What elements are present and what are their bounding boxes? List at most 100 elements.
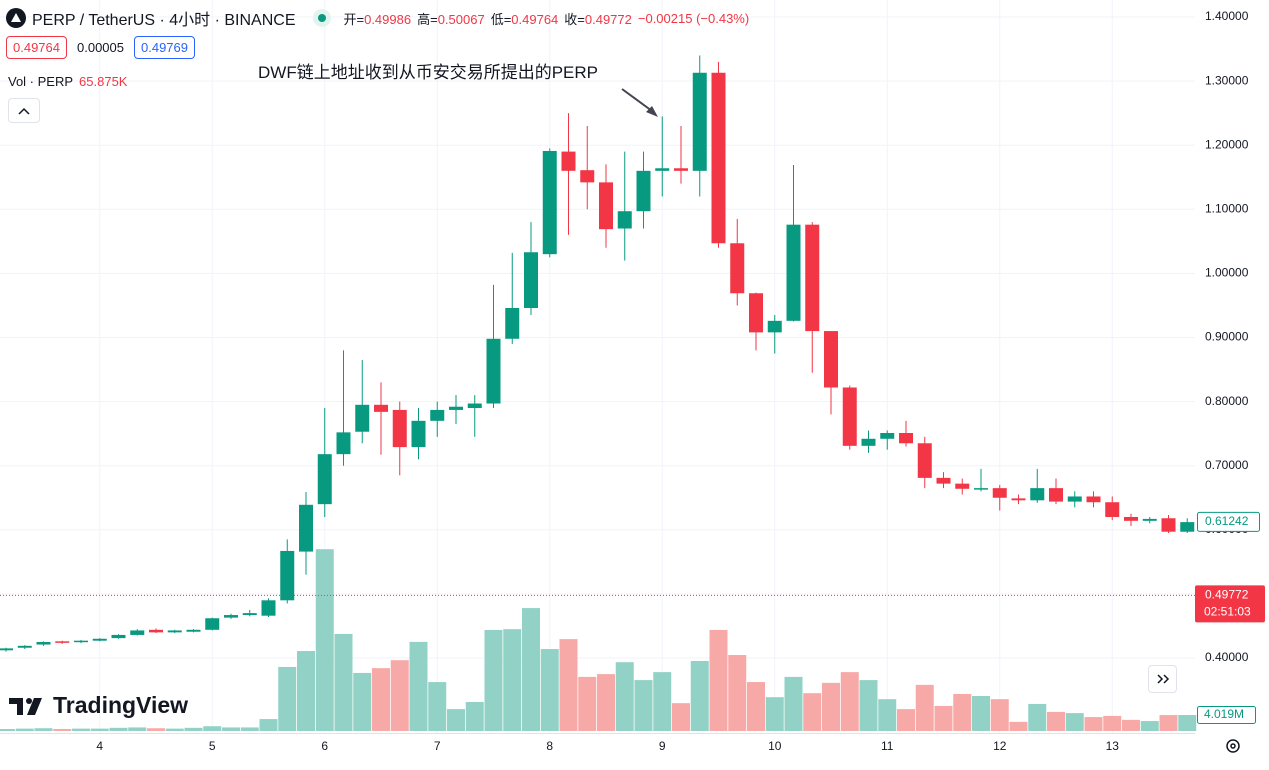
scroll-to-end-button[interactable] bbox=[1148, 665, 1177, 693]
candle-body bbox=[711, 72, 726, 244]
candle-body bbox=[786, 224, 801, 321]
spread: 0.00005 bbox=[77, 40, 124, 55]
candle-body bbox=[617, 211, 632, 229]
volume-row: Vol · PERP 65.875K bbox=[8, 74, 127, 89]
last-price-box bbox=[1197, 511, 1260, 532]
volume-bar bbox=[1178, 715, 1197, 731]
ask[interactable]: 0.49769 bbox=[134, 36, 195, 59]
volume-bar bbox=[53, 729, 72, 731]
volume-value: 65.875K bbox=[79, 74, 128, 89]
candle-body bbox=[880, 433, 895, 439]
annotation-arrow bbox=[621, 88, 653, 112]
volume-bar bbox=[15, 728, 34, 731]
candle-body bbox=[561, 151, 576, 171]
candle-body bbox=[692, 72, 707, 171]
chevron-up[interactable] bbox=[18, 107, 30, 115]
volume-bar bbox=[784, 676, 803, 731]
volume-bar bbox=[747, 682, 765, 731]
y-tick-label: 1.00000 bbox=[1205, 266, 1249, 280]
candle-body bbox=[861, 438, 876, 446]
ohlc-value: 0.49772 bbox=[584, 11, 632, 27]
ohlc-value: 0.50067 bbox=[437, 11, 485, 27]
candle-body bbox=[449, 406, 463, 410]
candle-body bbox=[917, 443, 932, 478]
candle-body bbox=[1105, 502, 1120, 517]
volume-bar bbox=[259, 719, 278, 731]
y-tick-label: 1.30000 bbox=[1205, 73, 1249, 87]
grid bbox=[0, 0, 1195, 733]
candle-body bbox=[1180, 522, 1195, 532]
candle-body bbox=[955, 483, 970, 489]
volume-bar bbox=[540, 649, 559, 731]
volume-bar bbox=[278, 666, 297, 731]
settings-icon[interactable] bbox=[1226, 739, 1240, 753]
double-chevron-path[interactable] bbox=[1156, 674, 1169, 684]
candle-body bbox=[730, 243, 745, 294]
volume-bar bbox=[728, 655, 747, 731]
volume-bar bbox=[390, 660, 409, 731]
settings-ring[interactable] bbox=[1226, 739, 1240, 753]
last-volume-label: 4.019M bbox=[1204, 707, 1244, 721]
y-tick-label: 0.80000 bbox=[1205, 394, 1249, 408]
candle-body bbox=[355, 404, 370, 432]
settings-center[interactable] bbox=[1230, 743, 1236, 749]
candle-body bbox=[36, 641, 51, 645]
volume-bar bbox=[1084, 717, 1103, 731]
bid[interactable]: 0.49764 bbox=[6, 36, 67, 59]
candles bbox=[0, 55, 1195, 652]
x-tick-label: 6 bbox=[321, 739, 328, 753]
volume-bar bbox=[822, 682, 840, 731]
market-status[interactable] bbox=[312, 8, 332, 28]
candle-body bbox=[486, 338, 501, 404]
volume-bar bbox=[147, 728, 165, 731]
candle-body bbox=[111, 634, 126, 639]
volume-bar bbox=[315, 549, 334, 731]
volume-bar bbox=[1140, 721, 1159, 731]
volume-bar bbox=[128, 727, 147, 731]
y-tick-label: 0.70000 bbox=[1205, 458, 1249, 472]
candle-body bbox=[130, 630, 145, 635]
volume-bar bbox=[1065, 713, 1084, 731]
y-tick-label: 1.10000 bbox=[1205, 201, 1249, 215]
volume-bar bbox=[1159, 715, 1178, 731]
ohlc-item: 开=0.49986 bbox=[344, 12, 412, 27]
candle-body bbox=[992, 488, 1007, 498]
candle-body bbox=[974, 488, 988, 490]
ohlc-label: 低= bbox=[490, 11, 512, 27]
volume-bar bbox=[109, 727, 128, 731]
candle-body bbox=[336, 432, 351, 455]
candle-body bbox=[1067, 496, 1082, 502]
candle-body bbox=[1030, 488, 1045, 501]
ohlc-value: 0.49764 bbox=[511, 11, 559, 27]
candle-body bbox=[55, 641, 70, 643]
time-axis: 4 5 6 7 8 9 10 11 12 13 bbox=[96, 739, 1119, 753]
candle-body bbox=[167, 630, 182, 633]
x-tick-label: 10 bbox=[768, 739, 782, 753]
volume-bar bbox=[465, 701, 484, 731]
collapse-button[interactable] bbox=[8, 98, 40, 123]
volume-bar bbox=[184, 727, 203, 731]
volume-bar bbox=[72, 728, 90, 731]
candle-body bbox=[805, 224, 820, 332]
candle-body bbox=[674, 168, 688, 171]
volume-bar bbox=[765, 697, 784, 731]
volume-bar bbox=[372, 668, 390, 731]
double-chevron[interactable] bbox=[1156, 673, 1170, 685]
candle-body bbox=[467, 403, 482, 409]
candle-body bbox=[0, 648, 13, 651]
last-volume-box bbox=[1197, 706, 1256, 725]
volume-bar bbox=[934, 705, 953, 731]
ohlc-label: 高= bbox=[417, 11, 438, 27]
price-labels: 0.49772 02:51:03 0.61242 4.019M bbox=[0, 511, 1265, 725]
volume-bar bbox=[503, 629, 522, 731]
x-tick-label: 5 bbox=[209, 739, 216, 753]
candle-body bbox=[411, 420, 426, 448]
chevron-path[interactable] bbox=[18, 107, 30, 115]
y-tick-label: 1.40000 bbox=[1205, 9, 1249, 23]
volume-bar bbox=[297, 651, 315, 731]
current-price-label: 0.49772 bbox=[1205, 588, 1249, 602]
candle-body bbox=[767, 320, 782, 333]
status-dot[interactable] bbox=[317, 14, 326, 22]
x-tick-label: 12 bbox=[993, 739, 1007, 753]
